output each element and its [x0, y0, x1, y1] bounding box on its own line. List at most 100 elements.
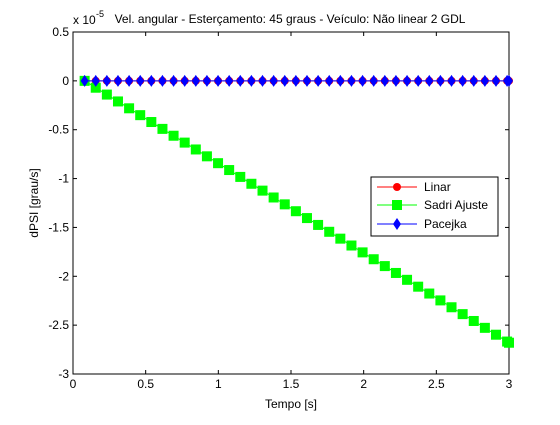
data-point-sadri-ajuste	[346, 240, 357, 251]
x-tick-label: 3	[506, 377, 513, 391]
x-tick-label: 0.5	[137, 377, 154, 391]
data-point-sadri-ajuste	[246, 178, 257, 189]
data-point-sadri-ajuste	[335, 233, 346, 244]
data-point-pacejka	[336, 74, 345, 87]
data-point-pacejka	[136, 74, 145, 87]
data-point-sadri-ajuste	[101, 89, 112, 100]
data-point-sadri-ajuste	[157, 123, 168, 134]
data-point-pacejka	[247, 74, 256, 87]
series-line-sadri-ajuste	[84, 80, 510, 344]
data-point-pacejka	[269, 74, 278, 87]
data-point-pacejka	[258, 74, 267, 87]
data-point-pacejka	[225, 74, 234, 87]
x-tick-label: 2	[360, 377, 367, 391]
data-point-sadri-ajuste	[201, 151, 212, 162]
legend-marker-pacejka	[393, 218, 401, 230]
x-tick-label: 2.5	[428, 377, 445, 391]
data-point-pacejka	[491, 74, 500, 87]
data-point-sadri-ajuste	[190, 144, 201, 155]
data-point-pacejka	[113, 74, 122, 87]
data-point-sadri-ajuste	[257, 185, 268, 196]
data-point-sadri-ajuste	[301, 213, 312, 224]
data-point-sadri-ajuste	[135, 110, 146, 121]
x-tick-label: 1.5	[283, 377, 300, 391]
data-point-pacejka	[158, 74, 167, 87]
data-point-sadri-ajuste	[424, 288, 435, 299]
data-point-pacejka	[169, 74, 178, 87]
series-layer	[79, 74, 514, 348]
data-point-pacejka	[147, 74, 156, 87]
data-point-pacejka	[458, 74, 467, 87]
data-point-sadri-ajuste	[490, 329, 501, 340]
y-tick-label: -0.5	[48, 123, 69, 137]
data-point-pacejka	[347, 74, 356, 87]
data-point-sadri-ajuste	[468, 315, 479, 326]
data-point-pacejka	[380, 74, 389, 87]
data-point-sadri-ajuste	[504, 337, 514, 348]
x-tick-label: 1	[215, 377, 222, 391]
data-point-sadri-ajuste	[446, 302, 457, 313]
data-point-sadri-ajuste	[290, 206, 301, 217]
data-point-pacejka	[102, 74, 111, 87]
legend-label-pacejka: Pacejka	[424, 217, 467, 231]
data-point-sadri-ajuste	[90, 82, 101, 93]
data-point-pacejka	[291, 74, 300, 87]
y-tick-label: -2	[58, 269, 69, 283]
data-point-pacejka	[425, 74, 434, 87]
x-tick-label: 0	[70, 377, 77, 391]
data-point-pacejka	[314, 74, 323, 87]
data-point-pacejka	[369, 74, 378, 87]
data-point-sadri-ajuste	[179, 137, 190, 148]
data-point-sadri-ajuste	[413, 281, 424, 292]
data-point-sadri-ajuste	[324, 226, 335, 237]
data-point-sadri-ajuste	[402, 274, 413, 285]
data-point-pacejka	[469, 74, 478, 87]
legend-label-sadri-ajuste: Sadri Ajuste	[424, 198, 488, 212]
data-point-pacejka	[436, 74, 445, 87]
data-point-sadri-ajuste	[146, 117, 157, 128]
data-point-pacejka	[214, 74, 223, 87]
y-tick-label: 0.5	[52, 25, 69, 39]
data-point-sadri-ajuste	[390, 267, 401, 278]
legend-label-linar: Linar	[424, 180, 451, 194]
y-tick-label: -1.5	[48, 220, 69, 234]
data-point-pacejka	[325, 74, 334, 87]
y-tick-label: -1	[58, 172, 69, 186]
data-point-pacejka	[505, 74, 513, 87]
data-point-pacejka	[236, 74, 245, 87]
data-point-sadri-ajuste	[168, 130, 179, 141]
data-point-pacejka	[180, 74, 189, 87]
legend-marker-linar	[393, 183, 401, 191]
data-point-pacejka	[125, 74, 134, 87]
chart-title: Vel. angular - Esterçamento: 45 graus - …	[115, 12, 466, 26]
data-point-pacejka	[91, 74, 100, 87]
data-point-sadri-ajuste	[368, 254, 379, 265]
data-point-sadri-ajuste	[124, 103, 135, 114]
y-exponent-base: x 10	[73, 13, 96, 27]
x-axis-label: Tempo [s]	[265, 397, 317, 411]
legend: Linar Sadri Ajuste Pacejka	[370, 176, 499, 237]
data-point-pacejka	[480, 74, 489, 87]
data-point-sadri-ajuste	[457, 309, 468, 320]
data-point-sadri-ajuste	[479, 322, 490, 333]
data-point-pacejka	[391, 74, 400, 87]
data-point-sadri-ajuste	[224, 165, 235, 176]
data-point-sadri-ajuste	[435, 295, 446, 306]
data-point-sadri-ajuste	[235, 171, 246, 182]
data-point-sadri-ajuste	[379, 261, 390, 272]
data-point-pacejka	[447, 74, 456, 87]
data-point-pacejka	[403, 74, 412, 87]
data-point-pacejka	[191, 74, 200, 87]
y-exponent-power: -5	[96, 9, 104, 19]
data-point-pacejka	[280, 74, 289, 87]
y-tick-label: 0	[62, 74, 69, 88]
data-point-sadri-ajuste	[213, 158, 224, 169]
y-axis-label: dPSI [grau/s]	[27, 168, 41, 237]
data-point-pacejka	[302, 74, 311, 87]
data-point-sadri-ajuste	[313, 219, 324, 230]
y-tick-label: -2.5	[48, 318, 69, 332]
data-point-pacejka	[414, 74, 423, 87]
legend-marker-sadri-ajuste	[392, 200, 402, 210]
